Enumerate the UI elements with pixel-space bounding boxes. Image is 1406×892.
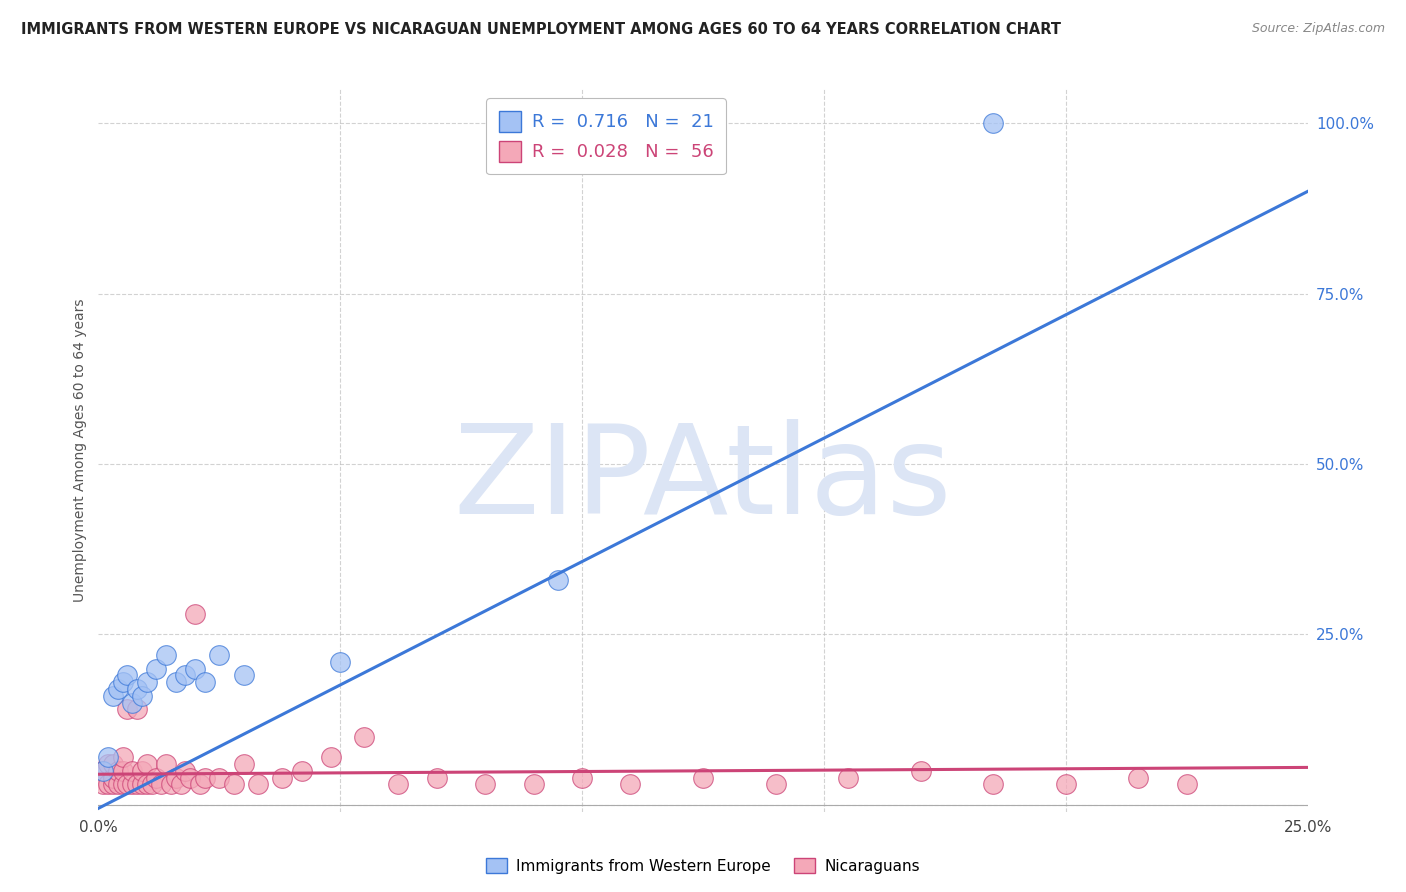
Y-axis label: Unemployment Among Ages 60 to 64 years: Unemployment Among Ages 60 to 64 years bbox=[73, 299, 87, 602]
Point bbox=[117, 777, 139, 791]
Point bbox=[131, 777, 153, 791]
Point bbox=[91, 777, 114, 791]
Text: Source: ZipAtlas.com: Source: ZipAtlas.com bbox=[1251, 22, 1385, 36]
Point bbox=[981, 116, 1004, 130]
Point bbox=[121, 777, 143, 791]
Point bbox=[426, 771, 449, 785]
Point bbox=[111, 777, 134, 791]
Point bbox=[547, 573, 569, 587]
Point bbox=[91, 764, 114, 778]
Point bbox=[247, 777, 270, 791]
Point bbox=[145, 771, 167, 785]
Point bbox=[135, 675, 157, 690]
Point bbox=[619, 777, 641, 791]
Point bbox=[111, 675, 134, 690]
Point bbox=[184, 662, 207, 676]
Point bbox=[141, 777, 163, 791]
Point bbox=[97, 750, 120, 764]
Point bbox=[319, 750, 342, 764]
Point bbox=[111, 750, 134, 764]
Point bbox=[135, 757, 157, 772]
Point bbox=[107, 777, 129, 791]
Point bbox=[179, 771, 201, 785]
Point bbox=[169, 777, 191, 791]
Point bbox=[174, 668, 197, 682]
Point bbox=[135, 777, 157, 791]
Point bbox=[101, 771, 124, 785]
Text: ZIPAtlas: ZIPAtlas bbox=[454, 419, 952, 540]
Point bbox=[131, 689, 153, 703]
Point bbox=[1175, 777, 1198, 791]
Point bbox=[155, 757, 177, 772]
Point bbox=[571, 771, 593, 785]
Point bbox=[91, 764, 114, 778]
Point bbox=[117, 702, 139, 716]
Point bbox=[981, 777, 1004, 791]
Point bbox=[692, 771, 714, 785]
Point bbox=[910, 764, 932, 778]
Point bbox=[765, 777, 787, 791]
Point bbox=[1054, 777, 1077, 791]
Point bbox=[184, 607, 207, 621]
Point bbox=[101, 689, 124, 703]
Point bbox=[290, 764, 312, 778]
Point bbox=[127, 702, 149, 716]
Point bbox=[523, 777, 546, 791]
Point bbox=[188, 777, 211, 791]
Point bbox=[208, 648, 231, 662]
Legend: Immigrants from Western Europe, Nicaraguans: Immigrants from Western Europe, Nicaragu… bbox=[479, 852, 927, 880]
Point bbox=[121, 696, 143, 710]
Point bbox=[145, 662, 167, 676]
Point bbox=[97, 757, 120, 772]
Point bbox=[107, 681, 129, 696]
Point bbox=[155, 648, 177, 662]
Point bbox=[127, 777, 149, 791]
Point bbox=[271, 771, 294, 785]
Point bbox=[1128, 771, 1150, 785]
Point bbox=[111, 764, 134, 778]
Text: IMMIGRANTS FROM WESTERN EUROPE VS NICARAGUAN UNEMPLOYMENT AMONG AGES 60 TO 64 YE: IMMIGRANTS FROM WESTERN EUROPE VS NICARA… bbox=[21, 22, 1062, 37]
Point bbox=[165, 675, 187, 690]
Point bbox=[160, 777, 183, 791]
Point bbox=[232, 757, 254, 772]
Point bbox=[329, 655, 352, 669]
Point bbox=[387, 777, 409, 791]
Point bbox=[131, 764, 153, 778]
Point bbox=[837, 771, 859, 785]
Point bbox=[474, 777, 496, 791]
Point bbox=[101, 777, 124, 791]
Point bbox=[107, 764, 129, 778]
Point bbox=[101, 757, 124, 772]
Point bbox=[150, 777, 173, 791]
Point bbox=[117, 668, 139, 682]
Point bbox=[97, 777, 120, 791]
Point bbox=[121, 764, 143, 778]
Point bbox=[222, 777, 245, 791]
Legend: R =  0.716   N =  21, R =  0.028   N =  56: R = 0.716 N = 21, R = 0.028 N = 56 bbox=[486, 98, 725, 174]
Point bbox=[165, 771, 187, 785]
Point bbox=[232, 668, 254, 682]
Point bbox=[194, 675, 217, 690]
Point bbox=[127, 681, 149, 696]
Point bbox=[208, 771, 231, 785]
Point bbox=[194, 771, 217, 785]
Point bbox=[353, 730, 375, 744]
Point bbox=[174, 764, 197, 778]
